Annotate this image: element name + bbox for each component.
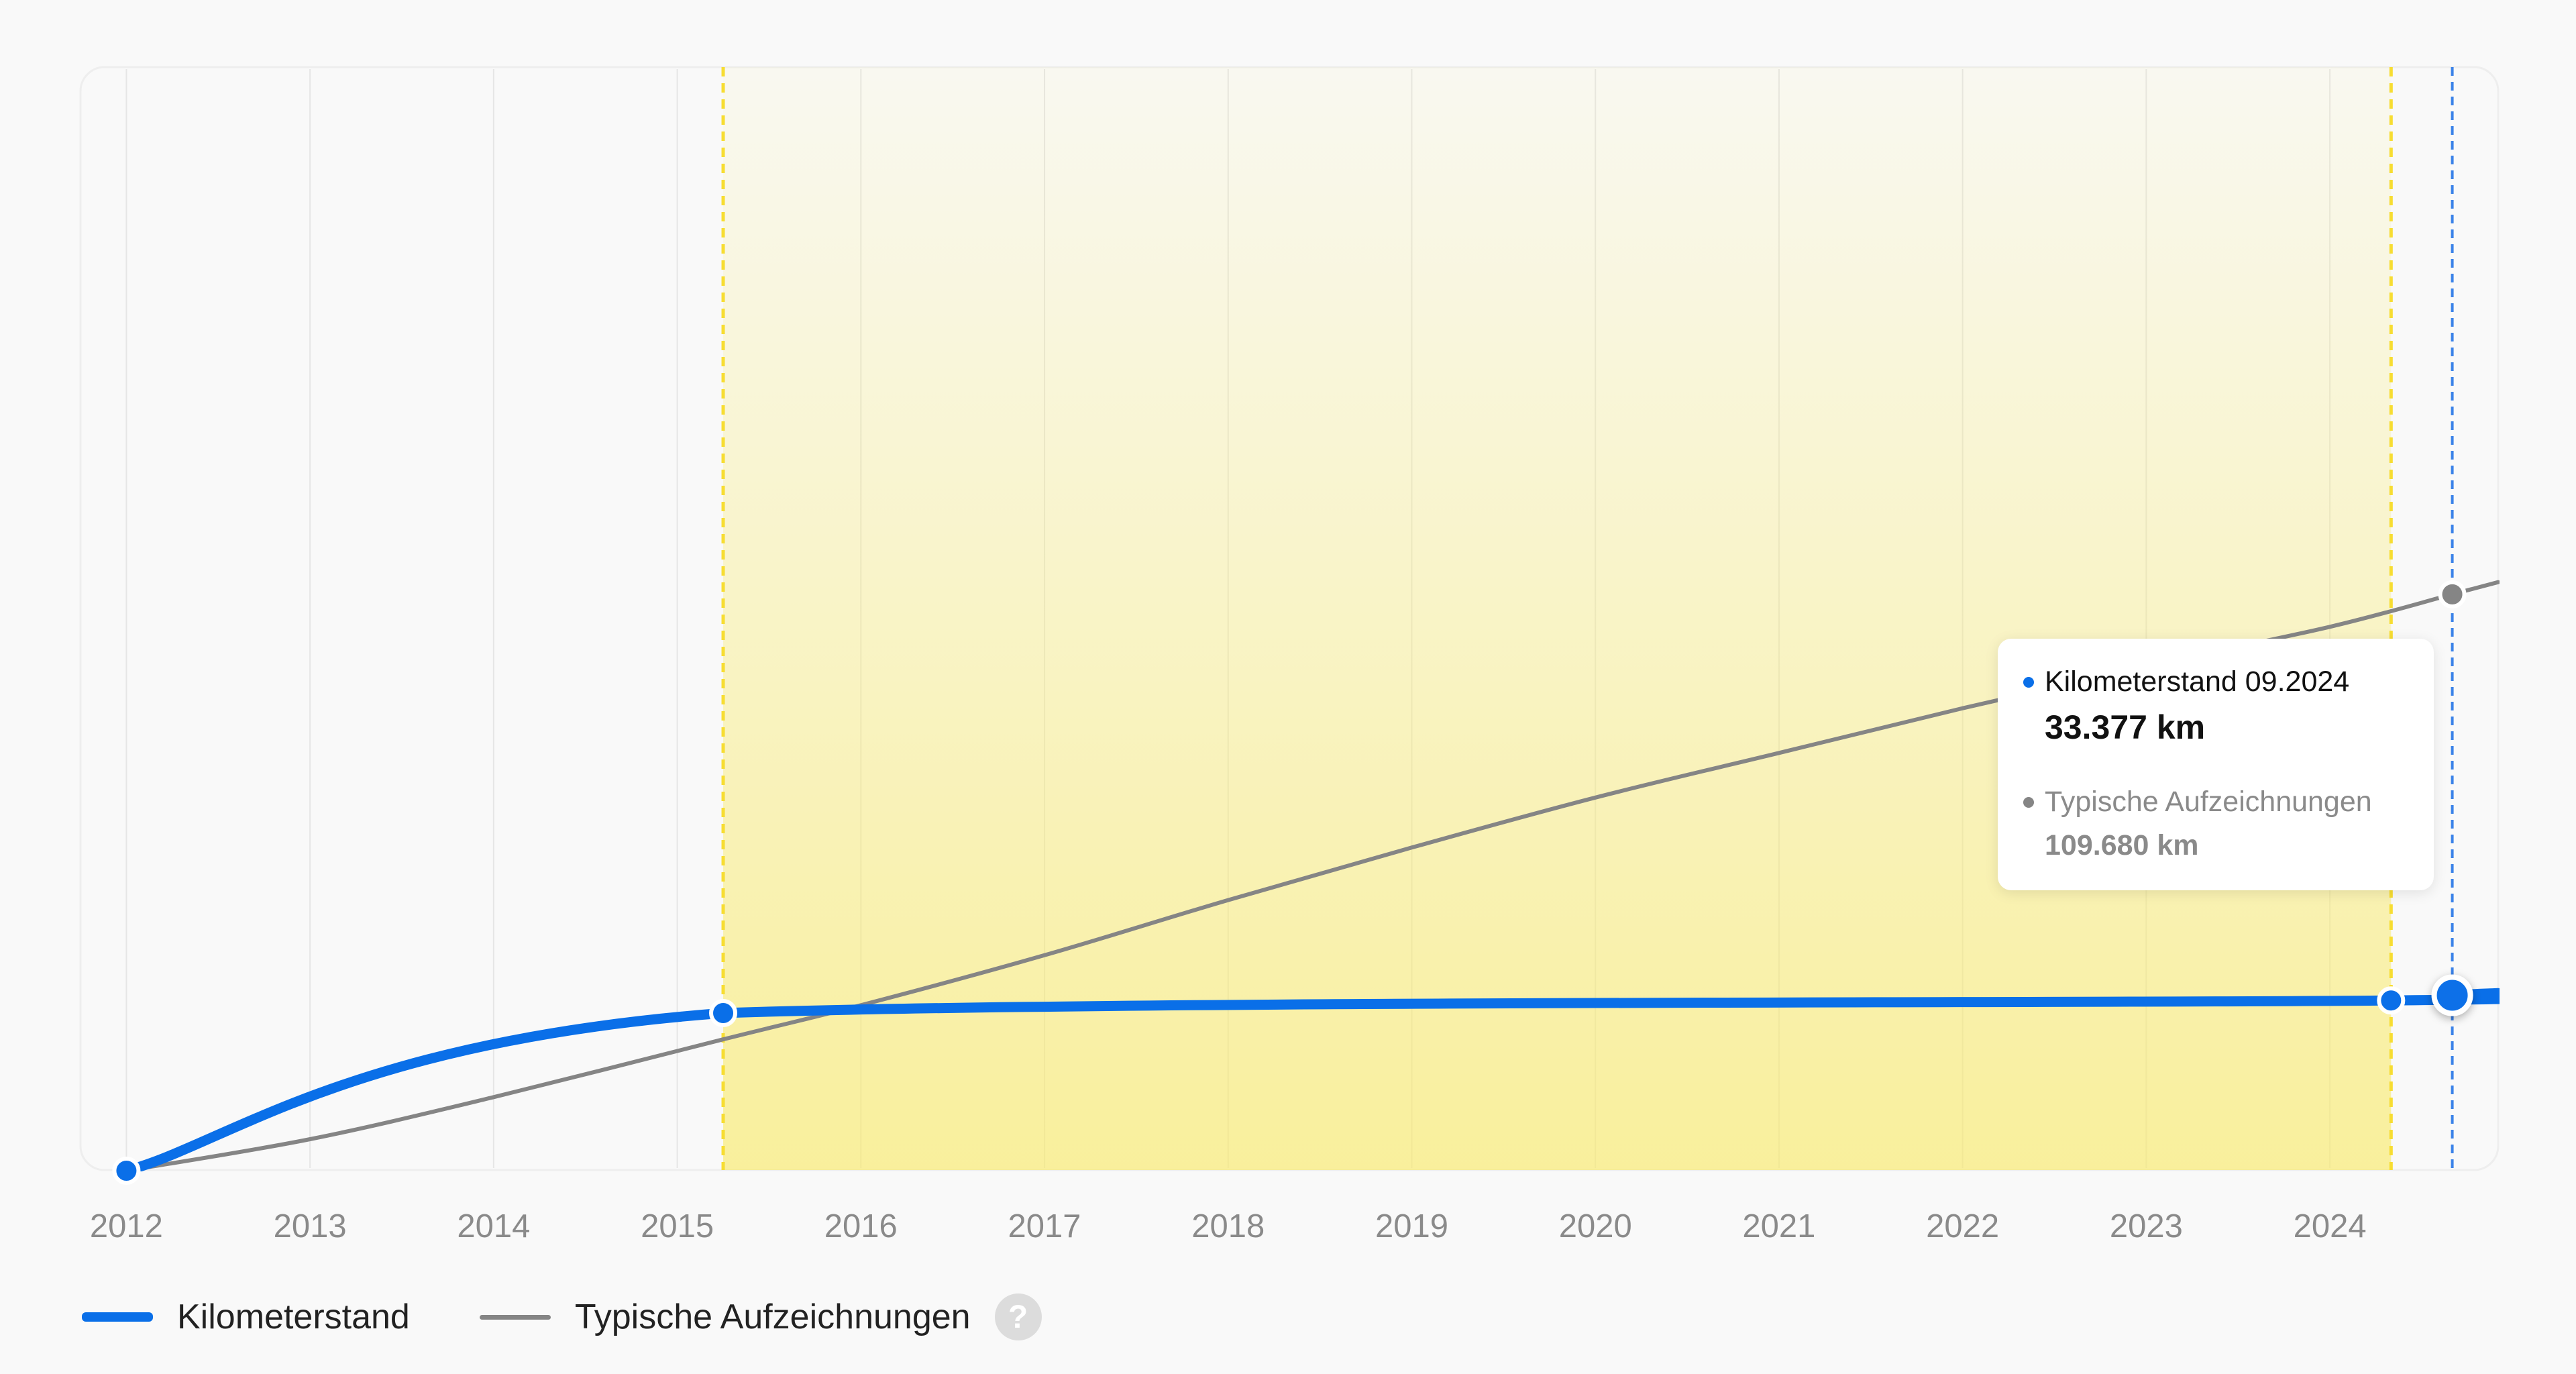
- tooltip-secondary-value: 109.680 km: [2045, 829, 2199, 861]
- data-point-kilometerstand-3[interactable]: [2431, 974, 2473, 1016]
- x-tick-2020: 2020: [1559, 1208, 1632, 1245]
- data-point-kilometerstand-0[interactable]: [112, 1157, 141, 1185]
- legend-item-kilometerstand[interactable]: Kilometerstand: [82, 1297, 410, 1337]
- legend-item-typische-aufzeichnungen[interactable]: Typische Aufzeichnungen: [479, 1297, 971, 1337]
- highlight-band: [723, 67, 2392, 1170]
- legend-swatch-typische-aufzeichnungen: [479, 1314, 551, 1320]
- x-tick-2019: 2019: [1375, 1208, 1448, 1245]
- x-tick-2014: 2014: [457, 1208, 530, 1245]
- x-tick-2016: 2016: [824, 1208, 898, 1245]
- tooltip: Kilometerstand 09.2024 33.377 km Typisch…: [1998, 639, 2434, 890]
- data-point-typische-aufzeichnungen-13[interactable]: [2438, 580, 2467, 609]
- legend: Kilometerstand Typische Aufzeichnungen ?: [82, 1291, 1042, 1342]
- tooltip-primary-value: 33.377 km: [2045, 708, 2206, 746]
- x-tick-2024: 2024: [2294, 1208, 2367, 1245]
- x-tick-2015: 2015: [641, 1208, 714, 1245]
- data-point-kilometerstand-2[interactable]: [2377, 986, 2406, 1015]
- x-tick-2023: 2023: [2110, 1208, 2183, 1245]
- tooltip-primary-row: Kilometerstand 09.2024: [2023, 666, 2434, 698]
- tooltip-secondary-row: Typische Aufzeichnungen: [2023, 786, 2434, 818]
- legend-swatch-kilometerstand: [82, 1312, 153, 1322]
- x-tick-2022: 2022: [1926, 1208, 1999, 1245]
- x-tick-2012: 2012: [90, 1208, 163, 1245]
- tooltip-primary-dot: [2023, 676, 2034, 688]
- tooltip-secondary-label: Typische Aufzeichnungen: [2045, 786, 2372, 818]
- x-tick-2013: 2013: [274, 1208, 347, 1245]
- series-markers: [112, 580, 2473, 1185]
- x-tick-2018: 2018: [1191, 1208, 1265, 1245]
- tooltip-secondary-dot: [2023, 796, 2034, 808]
- series-line-kilometerstand: [121, 988, 2500, 1171]
- x-tick-2021: 2021: [1742, 1208, 1815, 1245]
- x-axis-ticks: 2012 2013 2014 2015 2016 2017 2018 2019 2020 2021…: [90, 1208, 2367, 1245]
- legend-label-kilometerstand: Kilometerstand: [177, 1298, 410, 1336]
- highlight-period: [721, 67, 2393, 1170]
- x-tick-2017: 2017: [1008, 1208, 1081, 1245]
- data-point-kilometerstand-1[interactable]: [709, 999, 738, 1027]
- help-icon[interactable]: ?: [994, 1293, 1042, 1340]
- legend-label-typische-aufzeichnungen: Typische Aufzeichnungen: [574, 1298, 971, 1336]
- tooltip-primary-label: Kilometerstand 09.2024: [2045, 666, 2350, 698]
